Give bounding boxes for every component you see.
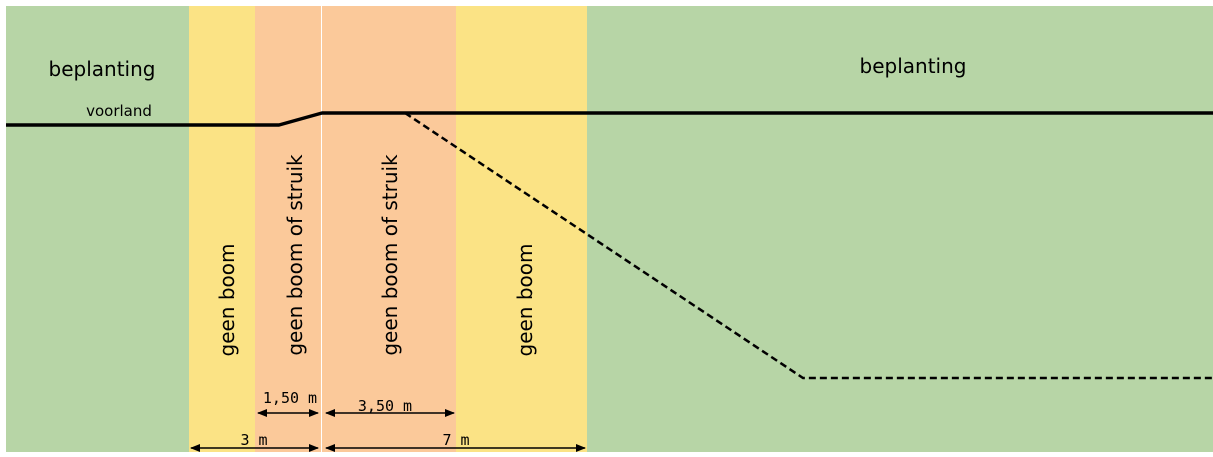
dimension-label-1-50m: 1,50 m [263,389,317,407]
no-tree-or-shrub-zone-1 [255,6,321,452]
zone-label-geen-boom-left: geen boom [215,244,239,357]
beplanting-right-label: beplanting [860,54,967,78]
zone-label-geen-boom-of-struik-1: geen boom of struik [283,154,307,356]
voorland-label: voorland [86,102,152,120]
no-tree-zone-left [189,6,255,452]
dimension-label-7m: 7 m [442,431,469,449]
no-tree-or-shrub-zone-2 [322,6,456,452]
slope-dashed-line [404,111,1213,380]
no-tree-zone-right [456,6,587,452]
beplanting-left-label: beplanting [49,57,156,81]
planting-zone-left [6,6,189,452]
zone-label-geen-boom-of-struik-2: geen boom of struik [378,154,402,356]
dimension-label-3-50m: 3,50 m [358,397,412,415]
zone-label-geen-boom-right: geen boom [513,244,537,357]
dimension-label-3m: 3 m [240,431,267,449]
ground-profile-line [6,111,1213,127]
